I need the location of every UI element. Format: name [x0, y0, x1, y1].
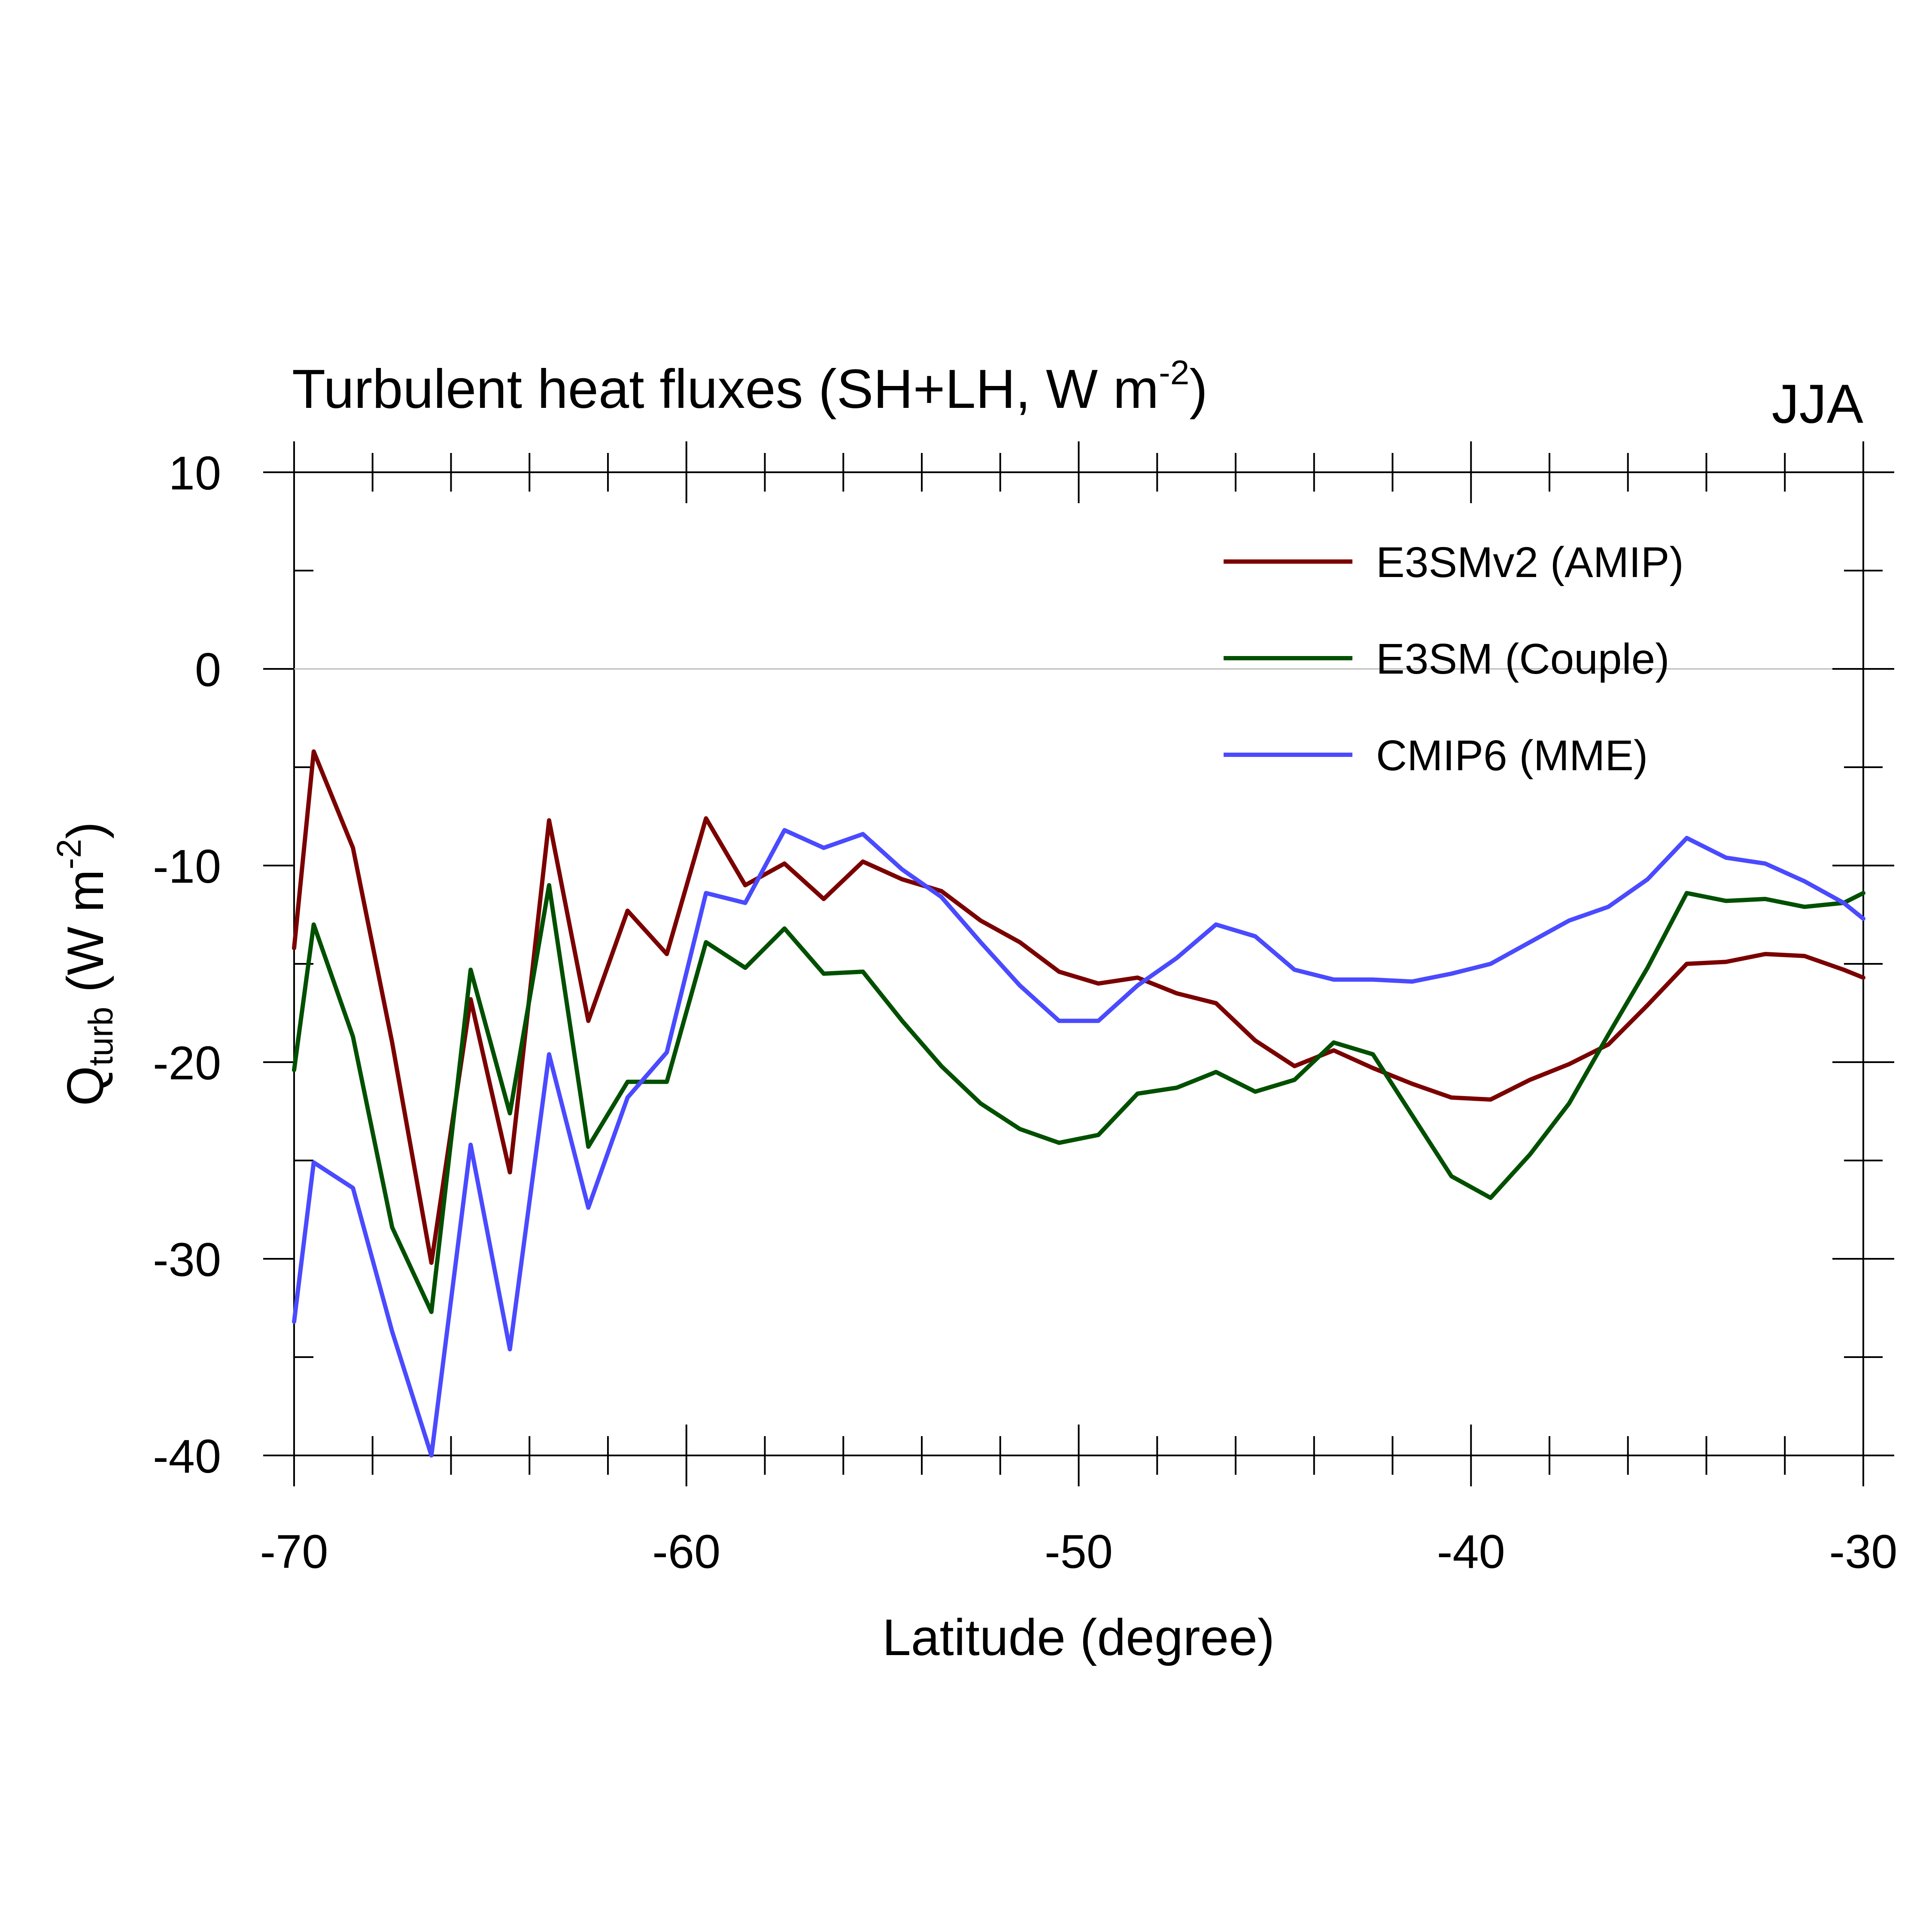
y-tick-label: -10 [153, 840, 221, 893]
x-tick-label: -30 [1829, 1525, 1898, 1578]
y-axis-title-superscript: -2 [50, 839, 88, 869]
x-tick-label: -60 [652, 1525, 720, 1578]
x-tick-label: -50 [1045, 1525, 1113, 1578]
y-tick-label: -30 [153, 1233, 221, 1286]
series-line-2 [292, 883, 1865, 1314]
series-lines [292, 749, 1865, 1458]
y-tick-label: -40 [153, 1430, 221, 1483]
legend-label: E3SM (Couple) [1376, 635, 1670, 683]
x-axis-title: Latitude (degree) [882, 1609, 1275, 1666]
y-axis-title: Qturb (W m-2) [50, 822, 120, 1106]
legend: E3SMv2 (AMIP) E3SM (Couple) CMIP6 (MME) [1224, 538, 1684, 780]
legend-label: CMIP6 (MME) [1376, 732, 1648, 780]
x-tick-label: -40 [1437, 1525, 1505, 1578]
x-tick-label: -70 [260, 1525, 328, 1578]
legend-label: E3SMv2 (AMIP) [1376, 538, 1684, 586]
y-axis-title-subscript: turb [82, 1007, 120, 1066]
y-axis-tick-labels: -40 -30 -20 -10 0 10 [153, 447, 221, 1483]
y-tick-label: 10 [169, 447, 221, 500]
x-axis-tick-labels: -70 -60 -50 -40 -30 [260, 1525, 1898, 1578]
series-line-1 [292, 749, 1865, 1265]
y-tick-label: -20 [153, 1037, 221, 1090]
season-label: JJA [1772, 374, 1864, 435]
series-line-3 [292, 828, 1865, 1458]
axis-ticks [263, 441, 1894, 1486]
chart-title: Turbulent heat fluxes (SH+LH, W m-2) [292, 353, 1208, 420]
y-tick-label: 0 [195, 644, 221, 696]
chart-title-superscript: -2 [1159, 353, 1189, 392]
